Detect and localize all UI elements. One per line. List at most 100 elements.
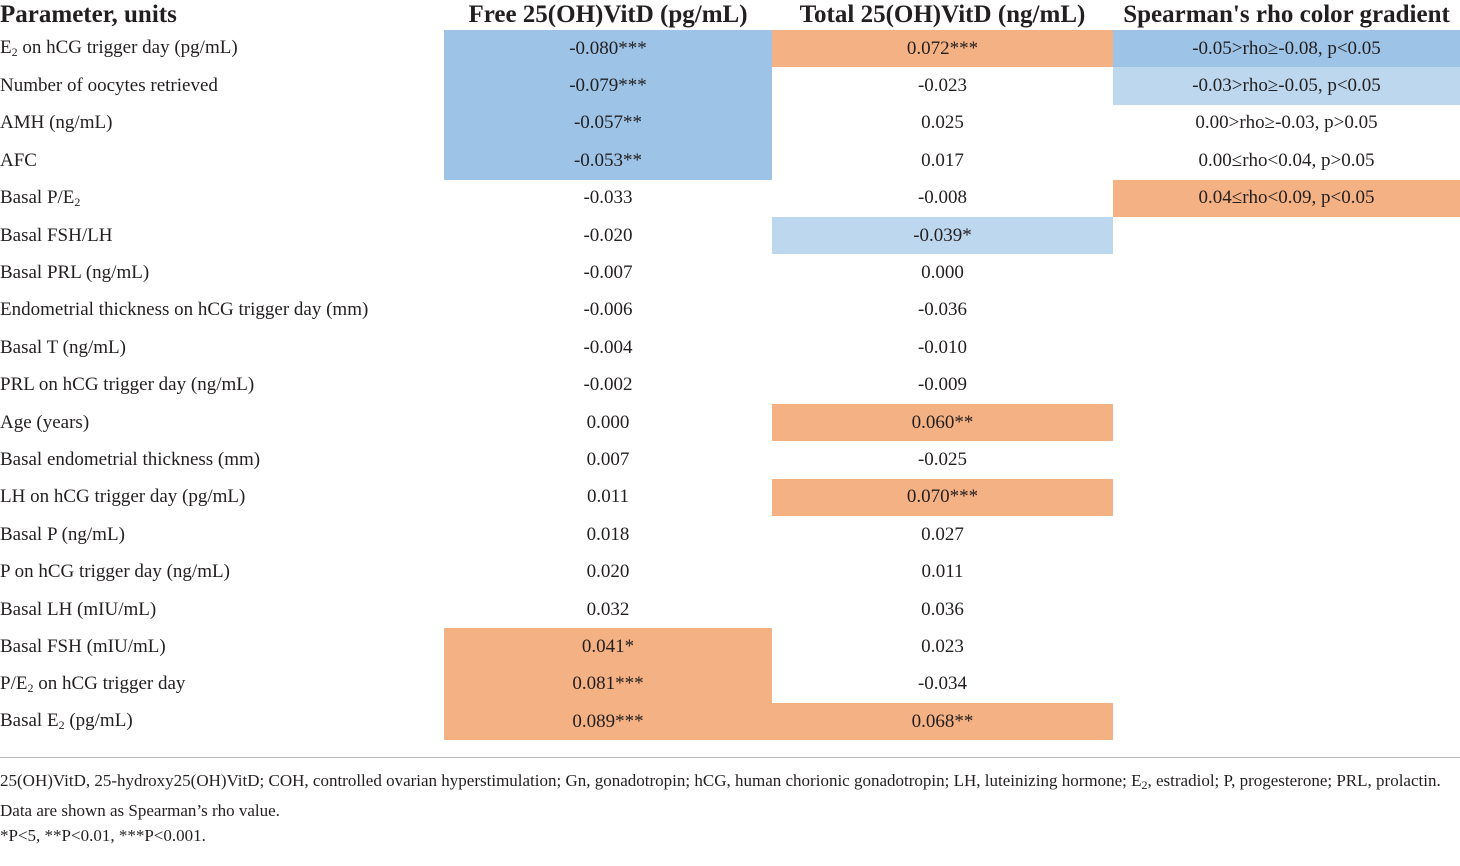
legend-cell bbox=[1113, 441, 1460, 478]
correlation-table: Parameter, units Free 25(OH)VitD (pg/mL)… bbox=[0, 0, 1460, 741]
table-row: Basal PRL (ng/mL) -0.007 0.000 bbox=[0, 254, 1460, 291]
legend-cell bbox=[1113, 217, 1460, 254]
header-free-vitd: Free 25(OH)VitD (pg/mL) bbox=[468, 1, 748, 28]
free-vitd-cell: 0.020 bbox=[586, 561, 630, 583]
param-cell: P on hCG trigger day (ng/mL) bbox=[0, 561, 230, 583]
free-vitd-cell: -0.053** bbox=[444, 142, 772, 180]
param-cell: Basal P (ng/mL) bbox=[0, 523, 125, 545]
legend-cell bbox=[1113, 516, 1460, 553]
total-vitd-cell: 0.060** bbox=[772, 403, 1113, 442]
total-vitd-cell: 0.025 bbox=[921, 112, 964, 134]
legend-cell bbox=[1113, 703, 1460, 740]
total-vitd-cell: 0.072*** bbox=[772, 30, 1113, 68]
param-cell: Basal FSH (mIU/mL) bbox=[0, 635, 166, 657]
total-vitd-cell: -0.036 bbox=[917, 299, 968, 321]
legend-cell: 0.00≤rho<0.04, p>0.05 bbox=[1198, 149, 1375, 171]
total-vitd-cell: 0.023 bbox=[921, 635, 964, 657]
free-vitd-cell: 0.041* bbox=[444, 628, 772, 666]
param-cell: P/E2 on hCG trigger day bbox=[0, 672, 186, 695]
param-cell: Basal P/E2 bbox=[0, 186, 81, 209]
significance-note: *P<5, **P<0.01, ***P<0.001. bbox=[0, 826, 206, 845]
abbreviations-note: 25(OH)VitD, 25-hydroxy25(OH)VitD; COH, c… bbox=[0, 771, 1441, 792]
free-vitd-cell: -0.080*** bbox=[444, 30, 772, 68]
param-cell: Basal E2 (pg/mL) bbox=[0, 710, 133, 733]
table-row: AMH (ng/mL) -0.057** 0.025 0.00>rho≥-0.0… bbox=[0, 104, 1460, 143]
table-row: Endometrial thickness on hCG trigger day… bbox=[0, 292, 1460, 329]
param-cell: Basal FSH/LH bbox=[0, 224, 113, 246]
legend-cell bbox=[1113, 628, 1460, 665]
param-cell: Basal PRL (ng/mL) bbox=[0, 262, 150, 284]
legend-cell: -0.05>rho≥-0.08, p<0.05 bbox=[1113, 30, 1460, 68]
param-cell: Age (years) bbox=[0, 411, 90, 433]
legend-cell bbox=[1113, 292, 1460, 329]
free-vitd-cell: -0.002 bbox=[583, 374, 633, 396]
total-vitd-cell: -0.034 bbox=[917, 673, 968, 695]
legend-cell: -0.03>rho≥-0.05, p<0.05 bbox=[1113, 67, 1460, 105]
legend-cell bbox=[1113, 254, 1460, 291]
header-parameter: Parameter, units bbox=[0, 1, 177, 28]
table-row: AFC -0.053** 0.017 0.00≤rho<0.04, p>0.05 bbox=[0, 142, 1460, 180]
free-vitd-cell: -0.004 bbox=[583, 336, 633, 358]
total-vitd-cell: 0.068** bbox=[772, 703, 1113, 741]
legend-cell bbox=[1113, 404, 1460, 441]
free-vitd-cell: 0.081*** bbox=[444, 665, 772, 704]
table-row: Basal P (ng/mL) 0.018 0.027 bbox=[0, 516, 1460, 553]
free-vitd-cell: 0.007 bbox=[586, 448, 630, 470]
param-cell: Basal endometrial thickness (mm) bbox=[0, 448, 261, 470]
total-vitd-cell: -0.009 bbox=[917, 374, 968, 396]
legend-cell bbox=[1113, 553, 1460, 590]
total-vitd-cell: -0.008 bbox=[917, 187, 968, 209]
total-vitd-cell: 0.011 bbox=[921, 561, 964, 583]
table-row: P/E2 on hCG trigger day 0.081*** -0.034 bbox=[0, 665, 1460, 704]
legend-cell bbox=[1113, 591, 1460, 628]
free-vitd-cell: -0.007 bbox=[583, 262, 633, 284]
free-vitd-cell: -0.033 bbox=[583, 187, 633, 209]
free-vitd-cell: 0.000 bbox=[586, 411, 630, 433]
param-cell: Basal LH (mIU/mL) bbox=[0, 598, 157, 620]
table-footnotes: 25(OH)VitD, 25-hydroxy25(OH)VitD; COH, c… bbox=[0, 768, 1460, 848]
table-row: PRL on hCG trigger day (ng/mL) -0.002 -0… bbox=[0, 367, 1460, 404]
legend-cell: 0.00>rho≥-0.03, p>0.05 bbox=[1195, 112, 1378, 134]
header-row: Parameter, units Free 25(OH)VitD (pg/mL)… bbox=[0, 0, 1460, 30]
free-vitd-cell: 0.032 bbox=[586, 598, 630, 620]
legend-cell bbox=[1113, 666, 1460, 703]
total-vitd-cell: -0.025 bbox=[917, 448, 968, 470]
header-color-gradient: Spearman's rho color gradient bbox=[1123, 1, 1450, 28]
table-row: Basal FSH/LH -0.020 -0.039* bbox=[0, 216, 1460, 255]
free-vitd-cell: -0.006 bbox=[583, 299, 633, 321]
table-row: Basal E2 (pg/mL) 0.089*** 0.068** bbox=[0, 703, 1460, 741]
free-vitd-cell: -0.057** bbox=[444, 104, 772, 143]
table-row: Age (years) 0.000 0.060** bbox=[0, 403, 1460, 442]
table-row: Basal LH (mIU/mL) 0.032 0.036 bbox=[0, 591, 1460, 628]
param-cell: AFC bbox=[0, 149, 37, 171]
table-row: Basal P/E2 -0.033 -0.008 0.04≤rho<0.09, … bbox=[0, 179, 1460, 217]
header-total-vitd: Total 25(OH)VitD (ng/mL) bbox=[799, 1, 1086, 28]
param-cell: Number of oocytes retrieved bbox=[0, 75, 218, 97]
table-row: LH on hCG trigger day (pg/mL) 0.011 0.07… bbox=[0, 478, 1460, 517]
param-cell: Basal T (ng/mL) bbox=[0, 336, 126, 358]
legend-cell: 0.04≤rho<0.09, p<0.05 bbox=[1113, 179, 1460, 217]
total-vitd-cell: 0.070*** bbox=[772, 478, 1113, 517]
table-row: Basal FSH (mIU/mL) 0.041* 0.023 bbox=[0, 628, 1460, 666]
table-row: Number of oocytes retrieved -0.079*** -0… bbox=[0, 67, 1460, 105]
table-row: E2 on hCG trigger day (pg/mL) -0.080*** … bbox=[0, 30, 1460, 68]
data-note: Data are shown as Spearman’s rho value. bbox=[0, 801, 280, 820]
free-vitd-cell: 0.018 bbox=[586, 523, 630, 545]
free-vitd-cell: -0.079*** bbox=[444, 67, 772, 105]
total-vitd-cell: -0.039* bbox=[772, 216, 1113, 255]
total-vitd-cell: 0.036 bbox=[921, 598, 964, 620]
total-vitd-cell: -0.010 bbox=[917, 336, 968, 358]
param-cell: LH on hCG trigger day (pg/mL) bbox=[0, 486, 246, 508]
free-vitd-cell: 0.089*** bbox=[444, 703, 772, 741]
free-vitd-cell: -0.020 bbox=[583, 224, 633, 246]
table-row: Basal endometrial thickness (mm) 0.007 -… bbox=[0, 441, 1460, 478]
footnote-divider bbox=[0, 757, 1460, 758]
param-cell: E2 on hCG trigger day (pg/mL) bbox=[0, 37, 238, 60]
table-row: Basal T (ng/mL) -0.004 -0.010 bbox=[0, 329, 1460, 366]
total-vitd-cell: -0.023 bbox=[917, 75, 968, 97]
total-vitd-cell: 0.027 bbox=[921, 523, 964, 545]
total-vitd-cell: 0.000 bbox=[921, 262, 964, 284]
free-vitd-cell: 0.011 bbox=[586, 486, 630, 508]
legend-cell bbox=[1113, 367, 1460, 404]
param-cell: PRL on hCG trigger day (ng/mL) bbox=[0, 374, 255, 396]
